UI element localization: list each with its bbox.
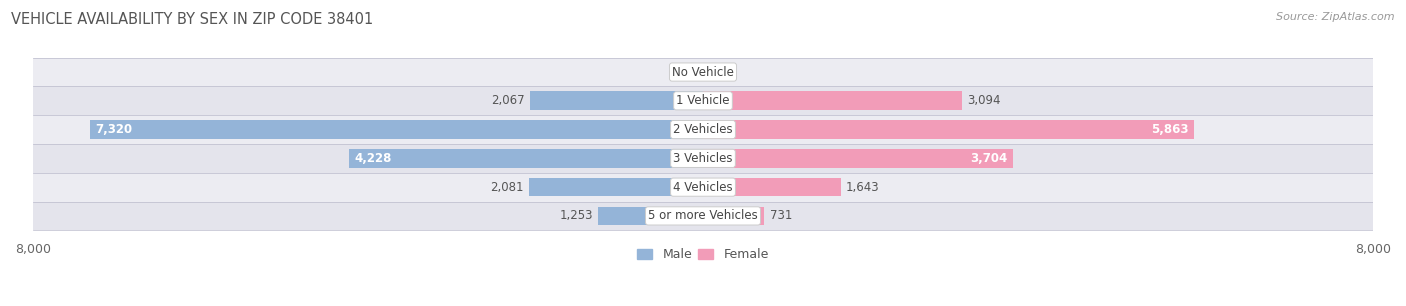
Text: 7,320: 7,320 bbox=[96, 123, 132, 136]
Bar bbox=[349, 149, 703, 168]
Bar bbox=[32, 115, 1374, 144]
Bar bbox=[32, 58, 1374, 86]
Bar bbox=[703, 149, 1014, 168]
Text: 91: 91 bbox=[675, 65, 690, 79]
Bar bbox=[703, 91, 962, 110]
Text: Source: ZipAtlas.com: Source: ZipAtlas.com bbox=[1277, 12, 1395, 22]
Bar bbox=[32, 86, 1374, 115]
Bar bbox=[529, 178, 703, 196]
Text: 2,081: 2,081 bbox=[489, 181, 523, 194]
Bar bbox=[32, 173, 1374, 202]
Bar bbox=[90, 120, 703, 139]
Text: 1,253: 1,253 bbox=[560, 209, 593, 222]
Bar bbox=[32, 144, 1374, 173]
Bar bbox=[696, 63, 703, 81]
Text: 3,704: 3,704 bbox=[970, 152, 1008, 165]
Text: 2,067: 2,067 bbox=[491, 94, 524, 107]
Text: 1 Vehicle: 1 Vehicle bbox=[676, 94, 730, 107]
Text: 1,643: 1,643 bbox=[846, 181, 880, 194]
Text: 42: 42 bbox=[711, 65, 727, 79]
Bar bbox=[703, 63, 707, 81]
Text: 2 Vehicles: 2 Vehicles bbox=[673, 123, 733, 136]
Text: 731: 731 bbox=[769, 209, 792, 222]
Text: 3 Vehicles: 3 Vehicles bbox=[673, 152, 733, 165]
Legend: Male, Female: Male, Female bbox=[633, 243, 773, 266]
Text: 5 or more Vehicles: 5 or more Vehicles bbox=[648, 209, 758, 222]
Bar bbox=[703, 178, 841, 196]
Bar bbox=[703, 207, 765, 225]
Text: 5,863: 5,863 bbox=[1152, 123, 1188, 136]
Bar bbox=[32, 202, 1374, 230]
Text: 4,228: 4,228 bbox=[354, 152, 392, 165]
Text: No Vehicle: No Vehicle bbox=[672, 65, 734, 79]
Bar bbox=[703, 120, 1194, 139]
Bar bbox=[598, 207, 703, 225]
Text: VEHICLE AVAILABILITY BY SEX IN ZIP CODE 38401: VEHICLE AVAILABILITY BY SEX IN ZIP CODE … bbox=[11, 12, 374, 27]
Text: 3,094: 3,094 bbox=[967, 94, 1001, 107]
Text: 4 Vehicles: 4 Vehicles bbox=[673, 181, 733, 194]
Bar bbox=[530, 91, 703, 110]
